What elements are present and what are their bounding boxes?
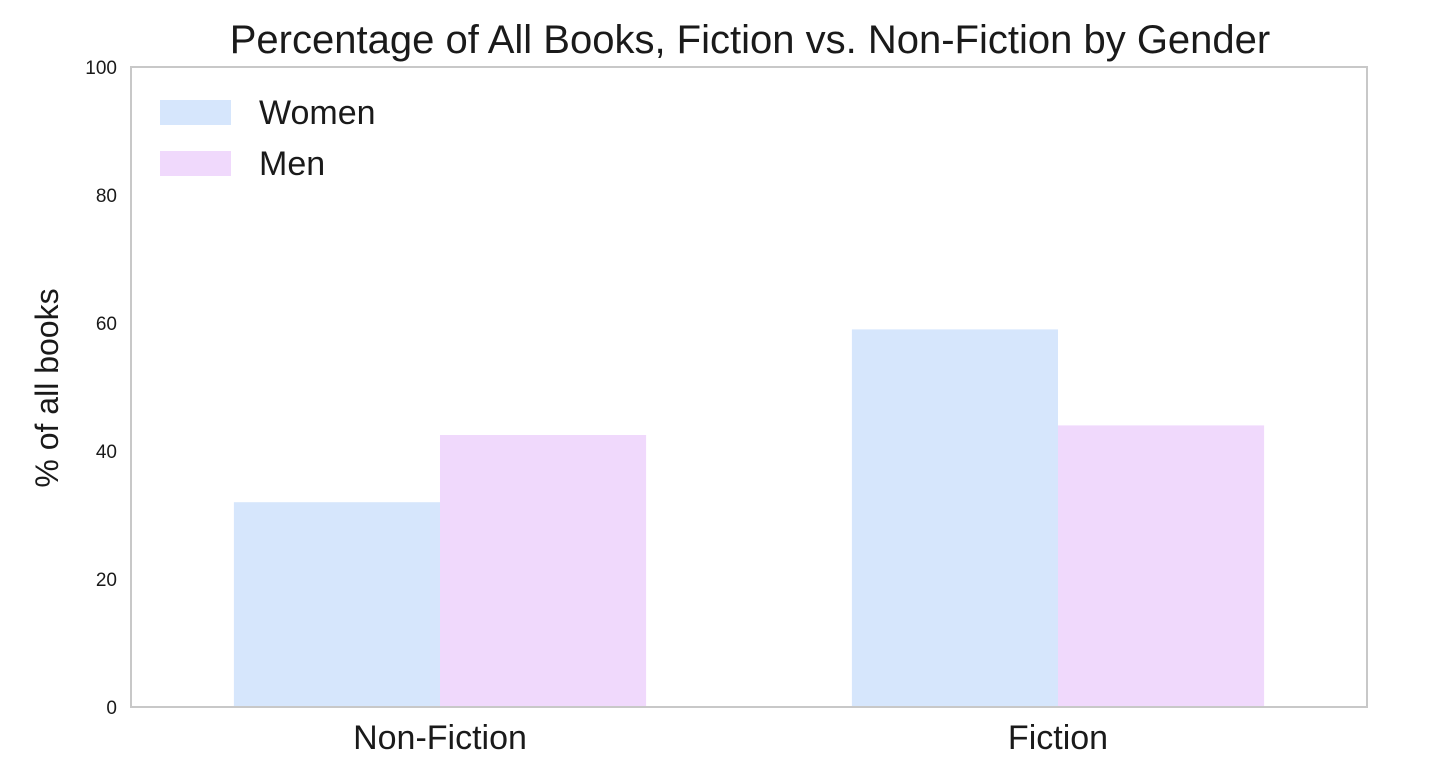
legend-swatch-men [160,151,231,176]
legend-swatch-women [160,100,231,125]
y-tick-label: 20 [96,570,117,591]
bar-men-fiction [1058,425,1265,707]
bar-women-non-fiction [233,502,440,707]
y-tick-label: 60 [96,314,117,335]
x-tick-label: Non-Fiction [353,719,527,757]
y-axis-label: % of all books [29,288,65,487]
bar-men-non-fiction [440,435,647,707]
bar-women-fiction [851,329,1058,707]
chart-title: Percentage of All Books, Fiction vs. Non… [229,18,1271,62]
legend-label-women: Women [259,94,376,132]
y-tick-label: 80 [96,186,117,207]
y-tick-label: 100 [85,58,117,79]
legend-label-men: Men [259,145,325,183]
plot-frame [130,66,1368,708]
bars-layer [233,329,1265,707]
y-tick-label: 40 [96,442,117,463]
legend: Women Men [160,94,376,183]
x-axis-ticks: Non-Fiction Fiction [353,719,1108,757]
y-axis-ticks: 0 20 40 60 80 100 [85,58,117,719]
y-tick-label: 0 [106,698,117,719]
x-tick-label: Fiction [1008,719,1108,757]
